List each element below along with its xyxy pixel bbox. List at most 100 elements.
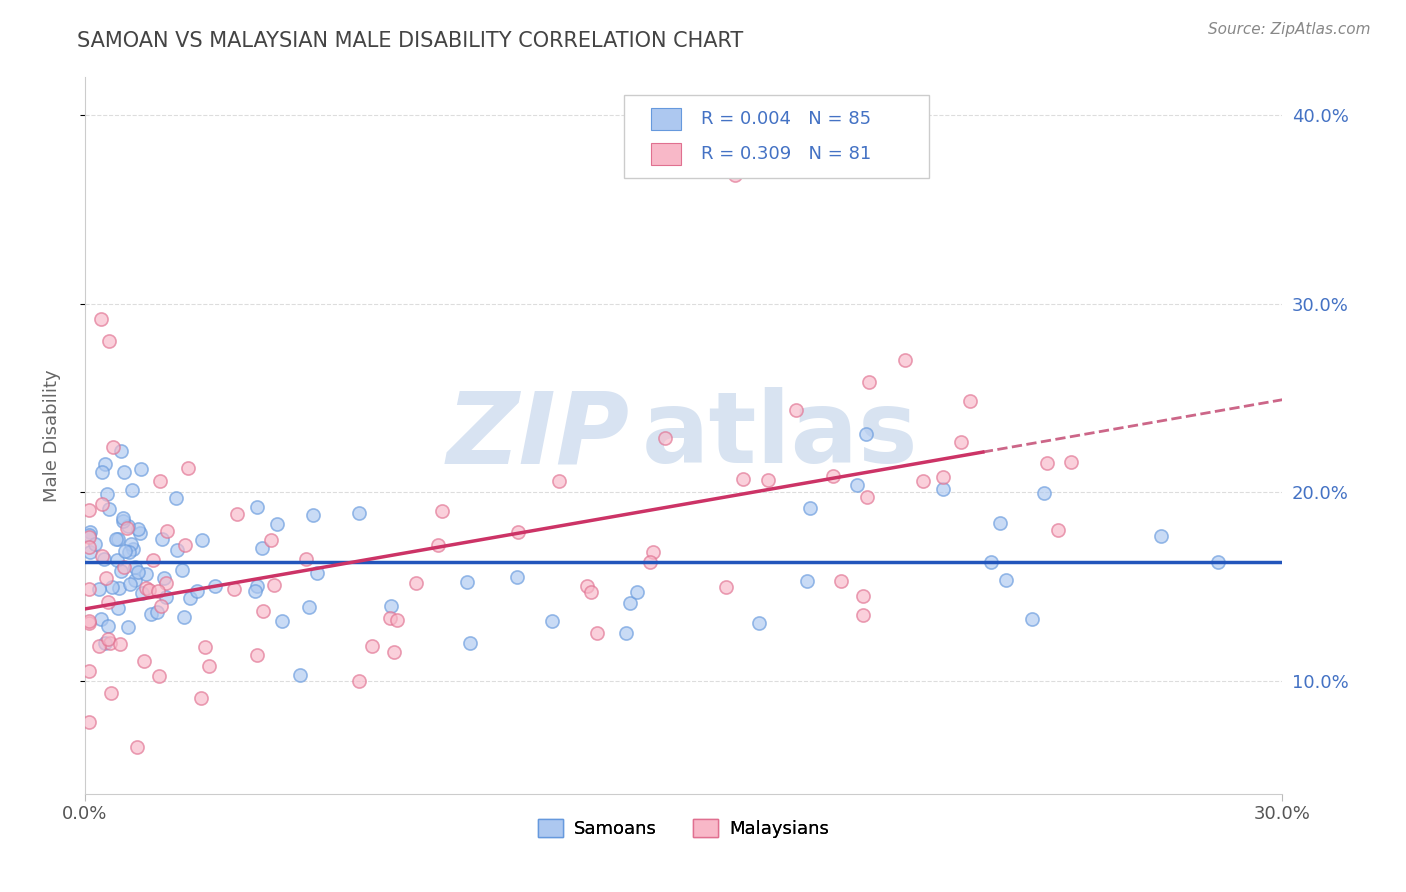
Point bbox=[98, 502, 121, 516]
Point bbox=[724, 169, 747, 183]
Point bbox=[91, 465, 114, 479]
Point bbox=[79, 525, 101, 540]
Point bbox=[263, 578, 285, 592]
Point bbox=[246, 579, 269, 593]
Point bbox=[138, 583, 160, 598]
Point bbox=[508, 525, 530, 540]
Point bbox=[114, 543, 136, 558]
Point bbox=[79, 545, 101, 559]
Point bbox=[148, 583, 170, 598]
Point bbox=[107, 532, 129, 546]
Point bbox=[135, 567, 157, 582]
Point bbox=[785, 402, 807, 417]
Point bbox=[148, 668, 170, 682]
Point bbox=[716, 580, 738, 594]
Point bbox=[799, 501, 821, 516]
Point bbox=[246, 648, 269, 663]
Point bbox=[271, 614, 294, 628]
Point bbox=[1060, 455, 1083, 469]
Point bbox=[190, 533, 212, 548]
Point bbox=[127, 565, 149, 579]
Point bbox=[118, 544, 141, 558]
Point bbox=[155, 576, 177, 591]
Point bbox=[165, 491, 187, 505]
Point bbox=[382, 645, 405, 659]
Point bbox=[430, 504, 453, 518]
Point bbox=[696, 155, 718, 169]
Point bbox=[427, 538, 450, 552]
Point bbox=[100, 686, 122, 700]
Point bbox=[146, 605, 169, 619]
Point bbox=[110, 564, 132, 578]
Point bbox=[347, 506, 370, 520]
Point bbox=[959, 394, 981, 409]
Point bbox=[1021, 612, 1043, 626]
Point bbox=[170, 563, 193, 577]
Point bbox=[197, 658, 219, 673]
Point bbox=[112, 559, 135, 574]
Point bbox=[756, 473, 779, 487]
Point bbox=[654, 431, 676, 445]
Point bbox=[77, 614, 100, 628]
Point bbox=[852, 589, 875, 603]
Point bbox=[122, 541, 145, 556]
Point bbox=[93, 552, 115, 566]
Point bbox=[852, 607, 875, 622]
Point bbox=[541, 615, 564, 629]
Point bbox=[823, 468, 845, 483]
Text: SAMOAN VS MALAYSIAN MALE DISABILITY CORRELATION CHART: SAMOAN VS MALAYSIAN MALE DISABILITY CORR… bbox=[77, 31, 744, 51]
Point bbox=[619, 596, 641, 610]
Point bbox=[190, 691, 212, 706]
Point bbox=[405, 575, 427, 590]
Point bbox=[1150, 528, 1173, 542]
Point bbox=[949, 435, 972, 450]
Point bbox=[129, 526, 152, 541]
Point bbox=[173, 610, 195, 624]
Point bbox=[155, 590, 177, 604]
Point bbox=[101, 440, 124, 454]
Point bbox=[153, 571, 176, 585]
Point bbox=[911, 474, 934, 488]
Point bbox=[108, 581, 131, 595]
Point bbox=[733, 472, 755, 486]
Point bbox=[149, 474, 172, 488]
Point bbox=[360, 639, 382, 653]
Point bbox=[380, 610, 402, 624]
Point bbox=[796, 574, 818, 588]
Point bbox=[385, 613, 408, 627]
Point bbox=[186, 583, 208, 598]
Point bbox=[77, 615, 100, 630]
Point bbox=[112, 511, 135, 525]
Point bbox=[575, 579, 598, 593]
Text: R = 0.004   N = 85: R = 0.004 N = 85 bbox=[702, 111, 872, 128]
Point bbox=[980, 555, 1002, 569]
Point bbox=[77, 530, 100, 544]
Point bbox=[142, 552, 165, 566]
Point bbox=[298, 600, 321, 615]
Point bbox=[125, 739, 148, 754]
Point bbox=[1036, 456, 1059, 470]
Bar bbox=[651, 109, 681, 130]
Point bbox=[456, 575, 478, 590]
Point bbox=[117, 620, 139, 634]
Point bbox=[156, 524, 179, 538]
Point bbox=[579, 585, 602, 599]
Point bbox=[246, 500, 269, 515]
Y-axis label: Male Disability: Male Disability bbox=[44, 369, 60, 502]
Point bbox=[266, 517, 288, 532]
Point bbox=[641, 545, 664, 559]
Point bbox=[894, 352, 917, 367]
Point bbox=[111, 514, 134, 528]
Point bbox=[89, 639, 111, 653]
Point bbox=[748, 615, 770, 630]
Point bbox=[77, 528, 100, 542]
Point bbox=[77, 664, 100, 678]
Point bbox=[1033, 485, 1056, 500]
Point bbox=[626, 584, 648, 599]
Text: Source: ZipAtlas.com: Source: ZipAtlas.com bbox=[1208, 22, 1371, 37]
Point bbox=[121, 483, 143, 497]
Point bbox=[98, 635, 121, 649]
Point bbox=[90, 612, 112, 626]
Point bbox=[129, 462, 152, 476]
Point bbox=[204, 579, 226, 593]
